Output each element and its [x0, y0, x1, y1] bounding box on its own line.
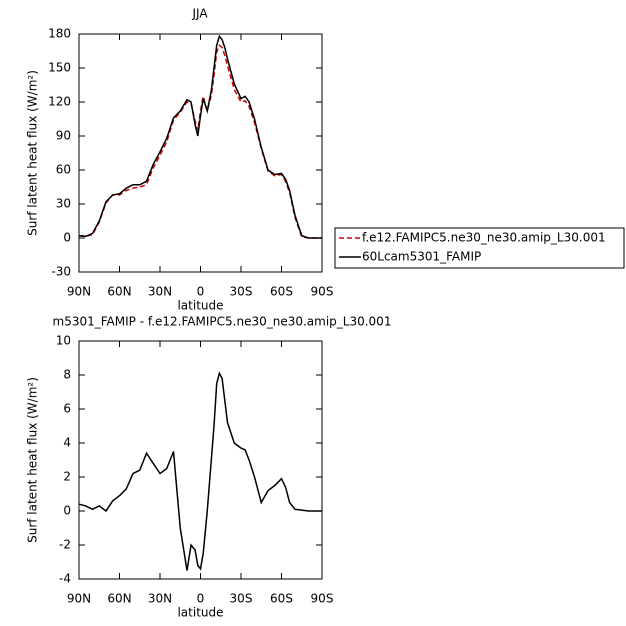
data-line — [78, 34, 322, 239]
x-tick-label: 60S — [270, 592, 293, 606]
y-tick-label: 6 — [63, 402, 71, 416]
y-tick-label: 180 — [48, 27, 71, 41]
x-tick-label: 0 — [197, 592, 205, 606]
x-axis-label: latitude — [177, 606, 223, 620]
x-tick-label: 0 — [197, 285, 205, 299]
y-tick-label: -30 — [51, 265, 71, 279]
x-tick-label: 90S — [311, 285, 334, 299]
x-axis-label: latitude — [177, 299, 223, 313]
y-tick-label: 30 — [56, 197, 71, 211]
y-tick-label: -2 — [59, 538, 71, 552]
x-tick-label: 30N — [148, 592, 172, 606]
x-tick-label: 90N — [67, 285, 91, 299]
y-tick-label: 60 — [56, 163, 71, 177]
chart-title: JJA — [191, 7, 208, 21]
plot-frame — [78, 340, 323, 580]
y-axis-label: Surf latent heat flux (W/m²) — [26, 377, 40, 543]
data-line — [78, 371, 322, 571]
x-tick-label: 90N — [67, 592, 91, 606]
legend-box — [334, 227, 625, 269]
legend-label: f.e12.FAMIPC5.ne30_ne30.amip_L30.001 — [362, 231, 606, 245]
y-axis-label: Surf latent heat flux (W/m²) — [26, 70, 40, 236]
y-tick-label: 10 — [56, 334, 71, 348]
y-tick-label: 90 — [56, 129, 71, 143]
x-tick-label: 60N — [107, 285, 131, 299]
data-line — [78, 44, 322, 239]
x-tick-label: 90S — [311, 592, 334, 606]
y-tick-label: 2 — [63, 470, 71, 484]
y-tick-label: 0 — [63, 231, 71, 245]
legend-label: 60Lcam5301_FAMIP — [362, 250, 481, 264]
x-tick-label: 60S — [270, 285, 293, 299]
y-tick-label: 8 — [63, 368, 71, 382]
x-tick-label: 30N — [148, 285, 172, 299]
y-tick-label: 4 — [63, 436, 71, 450]
plot-frame — [78, 33, 323, 273]
y-tick-label: 0 — [63, 504, 71, 518]
y-tick-label: 150 — [48, 61, 71, 75]
y-tick-label: -4 — [59, 572, 71, 586]
chart-title: m5301_FAMIP - f.e12.FAMIPC5.ne30_ne30.am… — [53, 315, 392, 329]
x-tick-label: 60N — [107, 592, 131, 606]
x-tick-label: 30S — [230, 592, 253, 606]
y-tick-label: 120 — [48, 95, 71, 109]
x-tick-label: 30S — [230, 285, 253, 299]
